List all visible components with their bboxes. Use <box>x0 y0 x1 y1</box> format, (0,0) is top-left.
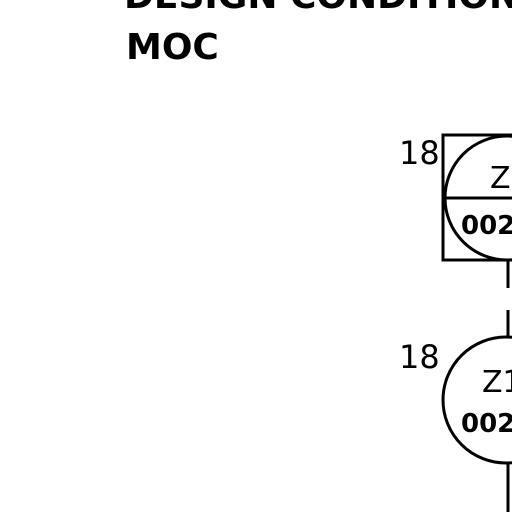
instrument-bubble-2[interactable]: 18 Z1 002 <box>399 335 512 465</box>
instrument-2-number: 18 <box>399 338 440 376</box>
instrument-1-loop: 002 <box>461 211 512 241</box>
design-conditions-label: DESIGN CONDITIONS <box>124 0 512 17</box>
instrument-2-loop: 002 <box>461 409 512 439</box>
instrument-1-number: 18 <box>399 134 440 172</box>
instrument-bubble-1[interactable]: 18 Z 002 <box>399 133 512 262</box>
instrument-1-tag: Z <box>490 161 511 196</box>
instrument-2-circle <box>441 335 512 465</box>
moc-label: MOC <box>126 27 219 68</box>
instrument-2-tag: Z1 <box>482 365 512 400</box>
